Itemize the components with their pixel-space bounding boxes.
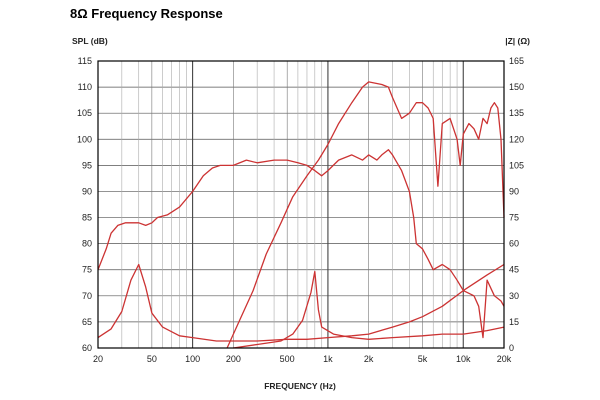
- y-tick-label: 60: [82, 343, 92, 353]
- y-tick-label: 100: [77, 134, 92, 144]
- x-tick-label: 2k: [364, 354, 374, 364]
- y-tick-label: 75: [82, 265, 92, 275]
- y2-tick-label: 30: [509, 291, 519, 301]
- y-tick-label: 95: [82, 160, 92, 170]
- x-tick-label: 20: [93, 354, 103, 364]
- series-tweeter-spl: [226, 81, 505, 349]
- y-axis-label: SPL (dB): [72, 36, 108, 46]
- y2-tick-label: 0: [509, 343, 514, 353]
- y-tick-label: 70: [82, 291, 92, 301]
- y2-axis-label: |Z| (Ω): [505, 36, 530, 46]
- y2-tick-label: 105: [509, 160, 524, 170]
- y-tick-label: 80: [82, 239, 92, 249]
- series-layer: [97, 81, 505, 349]
- series-tweeter-impedance: [233, 270, 505, 349]
- y-tick-label: 105: [77, 108, 92, 118]
- y2-tick-label: 45: [509, 265, 519, 275]
- y2-tick-label: 165: [509, 56, 524, 66]
- y2-tick-label: 90: [509, 186, 519, 196]
- x-tick-labels: 20 50 100 200 500 1k 2k 5k 10k 20k: [93, 354, 512, 364]
- y-tick-label: 110: [78, 82, 92, 92]
- y2-tick-label: 150: [509, 82, 524, 92]
- x-tick-label: 200: [226, 354, 241, 364]
- x-axis-label: FREQUENCY (Hz): [264, 381, 336, 391]
- x-tick-label: 500: [280, 354, 295, 364]
- x-tick-label: 100: [185, 354, 200, 364]
- plot-frame: [97, 60, 505, 349]
- x-tick-label: 20k: [497, 354, 512, 364]
- x-tick-label: 5k: [418, 354, 428, 364]
- y2-tick-label: 60: [509, 239, 519, 249]
- series-woofer-spl: [97, 149, 505, 339]
- y2-tick-label: 135: [509, 108, 524, 118]
- y2-tick-labels: 0 15 30 45 60 75 90 105 120 135 150 165: [509, 56, 524, 353]
- y-tick-labels: 60 65 70 75 80 85 90 95 100 105 110 115: [77, 56, 92, 353]
- y2-tick-label: 120: [509, 134, 524, 144]
- y2-tick-label: 75: [509, 213, 519, 223]
- chart-title: 8Ω Frequency Response: [70, 6, 223, 21]
- x-tick-label: 1k: [323, 354, 333, 364]
- y-tick-label: 65: [82, 317, 92, 327]
- y-tick-label: 115: [78, 56, 92, 66]
- y-tick-label: 85: [82, 213, 92, 223]
- series-woofer-impedance: [97, 263, 505, 342]
- x-tick-label: 50: [147, 354, 157, 364]
- y-tick-label: 90: [82, 186, 92, 196]
- x-tick-label: 10k: [456, 354, 471, 364]
- y2-tick-label: 15: [509, 317, 519, 327]
